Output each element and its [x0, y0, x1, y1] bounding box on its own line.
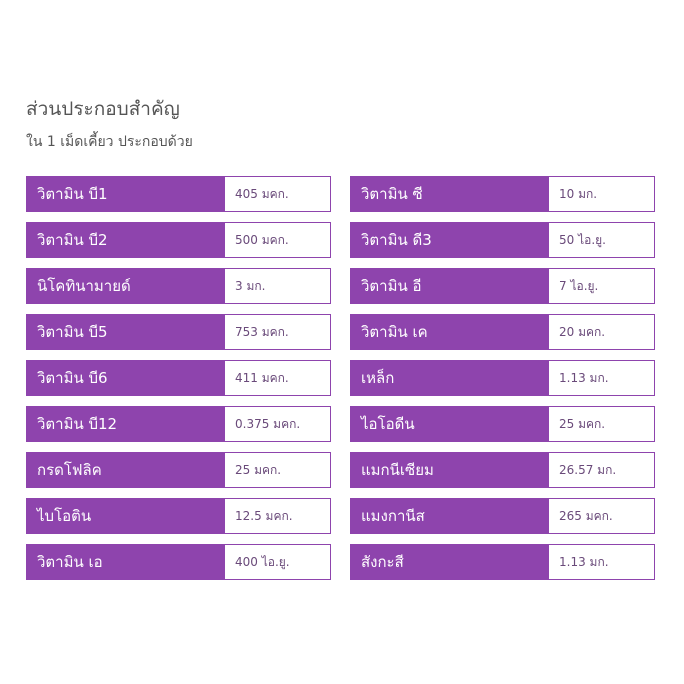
ingredient-amount: 500 มคก. — [225, 223, 330, 257]
ingredient-name: วิตามิน เค — [351, 315, 549, 349]
ingredient-amount: 400 ไอ.ยู. — [225, 545, 330, 579]
ingredient-amount: 10 มก. — [549, 177, 654, 211]
ingredient-name: วิตามิน บี5 — [27, 315, 225, 349]
ingredient-amount: 0.375 มคก. — [225, 407, 330, 441]
ingredient-amount: 405 มคก. — [225, 177, 330, 211]
page-subtitle: ใน 1 เม็ดเคี้ยว ประกอบด้วย — [26, 134, 193, 150]
ingredient-row: วิตามิน บี5 753 มคก. — [26, 314, 331, 350]
ingredient-row: ไอโอดีน 25 มคก. — [350, 406, 655, 442]
ingredient-name: วิตามิน ดี3 — [351, 223, 549, 257]
ingredient-amount: 411 มคก. — [225, 361, 330, 395]
ingredient-amount: 20 มคก. — [549, 315, 654, 349]
ingredient-name: วิตามิน เอ — [27, 545, 225, 579]
ingredient-name: วิตามิน บี2 — [27, 223, 225, 257]
ingredient-name: วิตามิน อี — [351, 269, 549, 303]
ingredient-row: วิตามิน บี2 500 มคก. — [26, 222, 331, 258]
ingredient-amount: 1.13 มก. — [549, 361, 654, 395]
ingredients-left-column: วิตามิน บี1 405 มคก. วิตามิน บี2 500 มคก. นิ… — [26, 176, 331, 590]
ingredient-row: นิโคทินามายด์ 3 มก. — [26, 268, 331, 304]
ingredient-name: เหล็ก — [351, 361, 549, 395]
ingredient-name: วิตามิน บี6 — [27, 361, 225, 395]
ingredient-name: แมกนีเซียม — [351, 453, 549, 487]
ingredient-name: แมงกานีส — [351, 499, 549, 533]
ingredient-name: วิตามิน บี1 — [27, 177, 225, 211]
ingredient-row: วิตามิน เอ 400 ไอ.ยู. — [26, 544, 331, 580]
ingredient-row: กรดโฟลิค 25 มคก. — [26, 452, 331, 488]
ingredient-amount: 3 มก. — [225, 269, 330, 303]
ingredient-row: วิตามิน บี1 405 มคก. — [26, 176, 331, 212]
ingredient-name: กรดโฟลิค — [27, 453, 225, 487]
ingredient-amount: 753 มคก. — [225, 315, 330, 349]
ingredient-row: วิตามิน เค 20 มคก. — [350, 314, 655, 350]
ingredient-row: วิตามิน อี 7 ไอ.ยู. — [350, 268, 655, 304]
ingredient-name: วิตามิน บี12 — [27, 407, 225, 441]
ingredient-row: แมงกานีส 265 มคก. — [350, 498, 655, 534]
ingredient-row: เหล็ก 1.13 มก. — [350, 360, 655, 396]
ingredient-name: ไอโอดีน — [351, 407, 549, 441]
ingredient-amount: 25 มคก. — [549, 407, 654, 441]
ingredient-amount: 265 มคก. — [549, 499, 654, 533]
ingredient-name: วิตามิน ซี — [351, 177, 549, 211]
ingredient-row: วิตามิน บี12 0.375 มคก. — [26, 406, 331, 442]
ingredient-row: แมกนีเซียม 26.57 มก. — [350, 452, 655, 488]
ingredient-name: ไบโอติน — [27, 499, 225, 533]
ingredient-row: ไบโอติน 12.5 มคก. — [26, 498, 331, 534]
page-title: ส่วนประกอบสำคัญ — [26, 98, 180, 120]
ingredient-name: นิโคทินามายด์ — [27, 269, 225, 303]
ingredient-amount: 1.13 มก. — [549, 545, 654, 579]
ingredients-right-column: วิตามิน ซี 10 มก. วิตามิน ดี3 50 ไอ.ยู. วิตา… — [350, 176, 655, 590]
ingredient-row: วิตามิน ดี3 50 ไอ.ยู. — [350, 222, 655, 258]
ingredient-amount: 26.57 มก. — [549, 453, 654, 487]
ingredient-amount: 12.5 มคก. — [225, 499, 330, 533]
ingredient-row: วิตามิน ซี 10 มก. — [350, 176, 655, 212]
ingredient-name: สังกะสี — [351, 545, 549, 579]
ingredient-row: วิตามิน บี6 411 มคก. — [26, 360, 331, 396]
ingredient-amount: 25 มคก. — [225, 453, 330, 487]
ingredient-amount: 7 ไอ.ยู. — [549, 269, 654, 303]
ingredient-amount: 50 ไอ.ยู. — [549, 223, 654, 257]
ingredient-row: สังกะสี 1.13 มก. — [350, 544, 655, 580]
